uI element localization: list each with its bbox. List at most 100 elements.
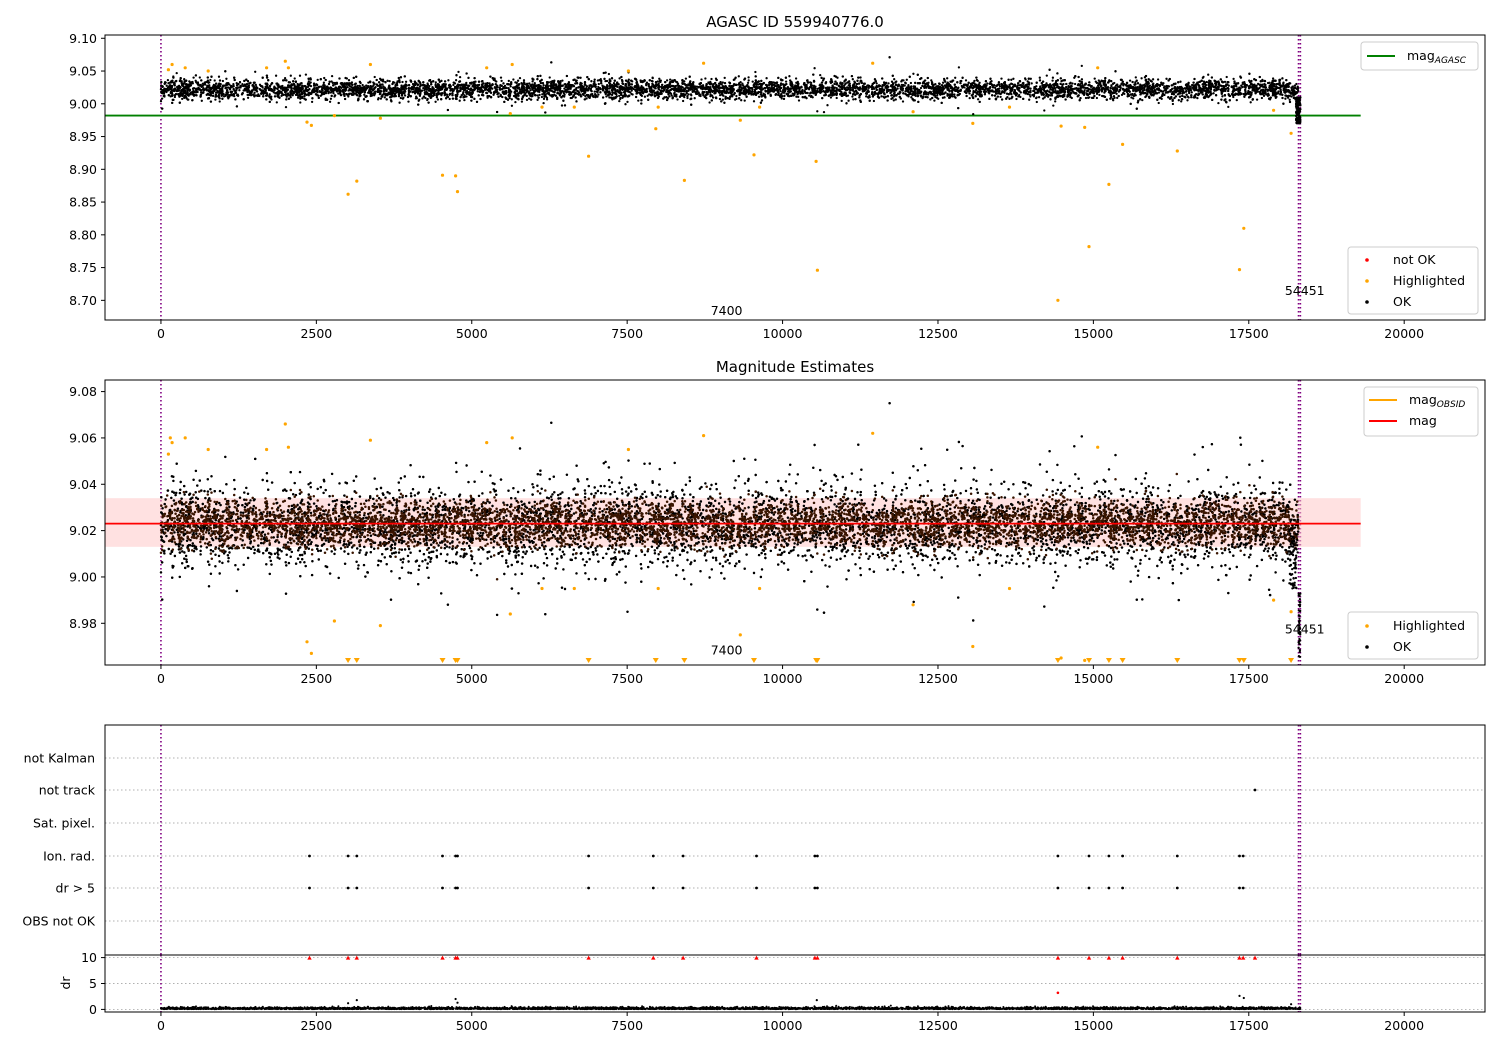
ok-point bbox=[795, 95, 798, 98]
ok-point bbox=[1207, 95, 1210, 99]
ok-point bbox=[398, 101, 401, 104]
ok-point bbox=[1223, 80, 1227, 84]
ok-point bbox=[718, 93, 722, 97]
ok-point bbox=[1221, 95, 1224, 98]
ok-points bbox=[159, 56, 1300, 116]
ok-point bbox=[275, 101, 278, 104]
ok-point bbox=[619, 96, 622, 100]
ok-point bbox=[540, 95, 544, 99]
ok-point bbox=[488, 82, 491, 85]
ok-point bbox=[1134, 81, 1137, 84]
ok-point bbox=[721, 98, 725, 101]
ok-point bbox=[720, 83, 723, 86]
ok-point bbox=[373, 75, 376, 79]
ok-point bbox=[1279, 91, 1283, 94]
ok-point bbox=[1128, 79, 1132, 82]
ok-point bbox=[751, 80, 754, 83]
ok-point bbox=[160, 97, 164, 100]
ok-point bbox=[604, 79, 607, 83]
ok-point bbox=[448, 97, 451, 101]
ok-point bbox=[909, 81, 913, 85]
ok-point bbox=[1158, 96, 1161, 100]
ok-point bbox=[447, 79, 450, 82]
ok-point bbox=[1207, 83, 1210, 87]
ok-point bbox=[1084, 96, 1088, 100]
ok-point bbox=[1151, 90, 1155, 93]
ok-point bbox=[1231, 93, 1234, 96]
ok-point bbox=[1177, 99, 1180, 102]
ok-point bbox=[296, 96, 300, 99]
ok-point bbox=[1225, 75, 1228, 79]
ok-point bbox=[618, 77, 621, 80]
ok-point bbox=[927, 81, 930, 84]
ok-point bbox=[765, 77, 768, 80]
ok-point bbox=[403, 94, 407, 97]
ok-point bbox=[173, 95, 177, 99]
ok-point bbox=[1284, 97, 1287, 100]
ok-point bbox=[597, 93, 600, 96]
ok-point bbox=[669, 78, 672, 81]
ok-point bbox=[637, 99, 640, 102]
ok-point bbox=[361, 83, 364, 87]
ok-point bbox=[213, 79, 216, 82]
ok-point bbox=[1116, 96, 1119, 100]
ok-point bbox=[912, 72, 915, 75]
ok-point bbox=[990, 80, 993, 83]
ok-point bbox=[957, 66, 961, 69]
ok-point bbox=[363, 93, 366, 96]
ok-point bbox=[514, 100, 517, 104]
ok-point bbox=[192, 76, 195, 79]
ok-point bbox=[187, 98, 190, 101]
ok-point bbox=[1037, 96, 1041, 99]
ok-point bbox=[912, 87, 915, 90]
ok-point bbox=[198, 76, 201, 79]
ok-point bbox=[510, 98, 513, 101]
ok-point bbox=[1132, 89, 1135, 93]
ok-point bbox=[200, 99, 203, 102]
ok-point bbox=[1271, 77, 1275, 80]
ok-point bbox=[167, 81, 170, 85]
ok-point bbox=[191, 99, 194, 102]
ok-point bbox=[386, 79, 389, 82]
ok-point bbox=[217, 75, 221, 78]
ok-point bbox=[972, 112, 975, 116]
ok-point bbox=[933, 99, 936, 102]
ok-point bbox=[232, 82, 235, 86]
ok-point bbox=[708, 101, 711, 104]
ok-point bbox=[1000, 77, 1003, 80]
ok-point bbox=[887, 82, 890, 85]
ok-point bbox=[1132, 97, 1135, 100]
ok-point bbox=[166, 78, 170, 82]
ok-point bbox=[737, 75, 740, 78]
ok-point bbox=[1035, 100, 1038, 104]
ok-point bbox=[597, 82, 600, 86]
ok-point bbox=[510, 104, 514, 107]
ok-point bbox=[890, 80, 894, 83]
panel-title: AGASC ID 559940776.0 bbox=[706, 13, 884, 31]
ok-point bbox=[434, 100, 437, 103]
ok-point bbox=[740, 99, 743, 102]
ok-point bbox=[1073, 82, 1077, 86]
ok-point bbox=[710, 77, 713, 81]
ok-point bbox=[299, 101, 302, 104]
ok-point bbox=[379, 97, 383, 100]
ok-point bbox=[1012, 77, 1015, 80]
ok-point bbox=[893, 78, 896, 81]
ok-point bbox=[225, 77, 228, 80]
ok-point bbox=[1093, 77, 1096, 80]
ok-point bbox=[434, 81, 437, 84]
ok-point bbox=[954, 76, 957, 79]
ok-point bbox=[1098, 93, 1101, 97]
ok-point bbox=[1140, 77, 1143, 80]
ok-point bbox=[291, 94, 294, 97]
ok-point bbox=[1171, 102, 1175, 106]
ok-point bbox=[579, 76, 582, 79]
ok-point bbox=[1030, 82, 1033, 85]
ok-point bbox=[1207, 73, 1210, 76]
ok-point bbox=[329, 97, 333, 100]
ok-point bbox=[757, 95, 761, 98]
ok-point bbox=[563, 87, 566, 90]
ok-point bbox=[968, 96, 971, 100]
ok-point bbox=[246, 90, 249, 94]
ok-point bbox=[835, 96, 838, 100]
